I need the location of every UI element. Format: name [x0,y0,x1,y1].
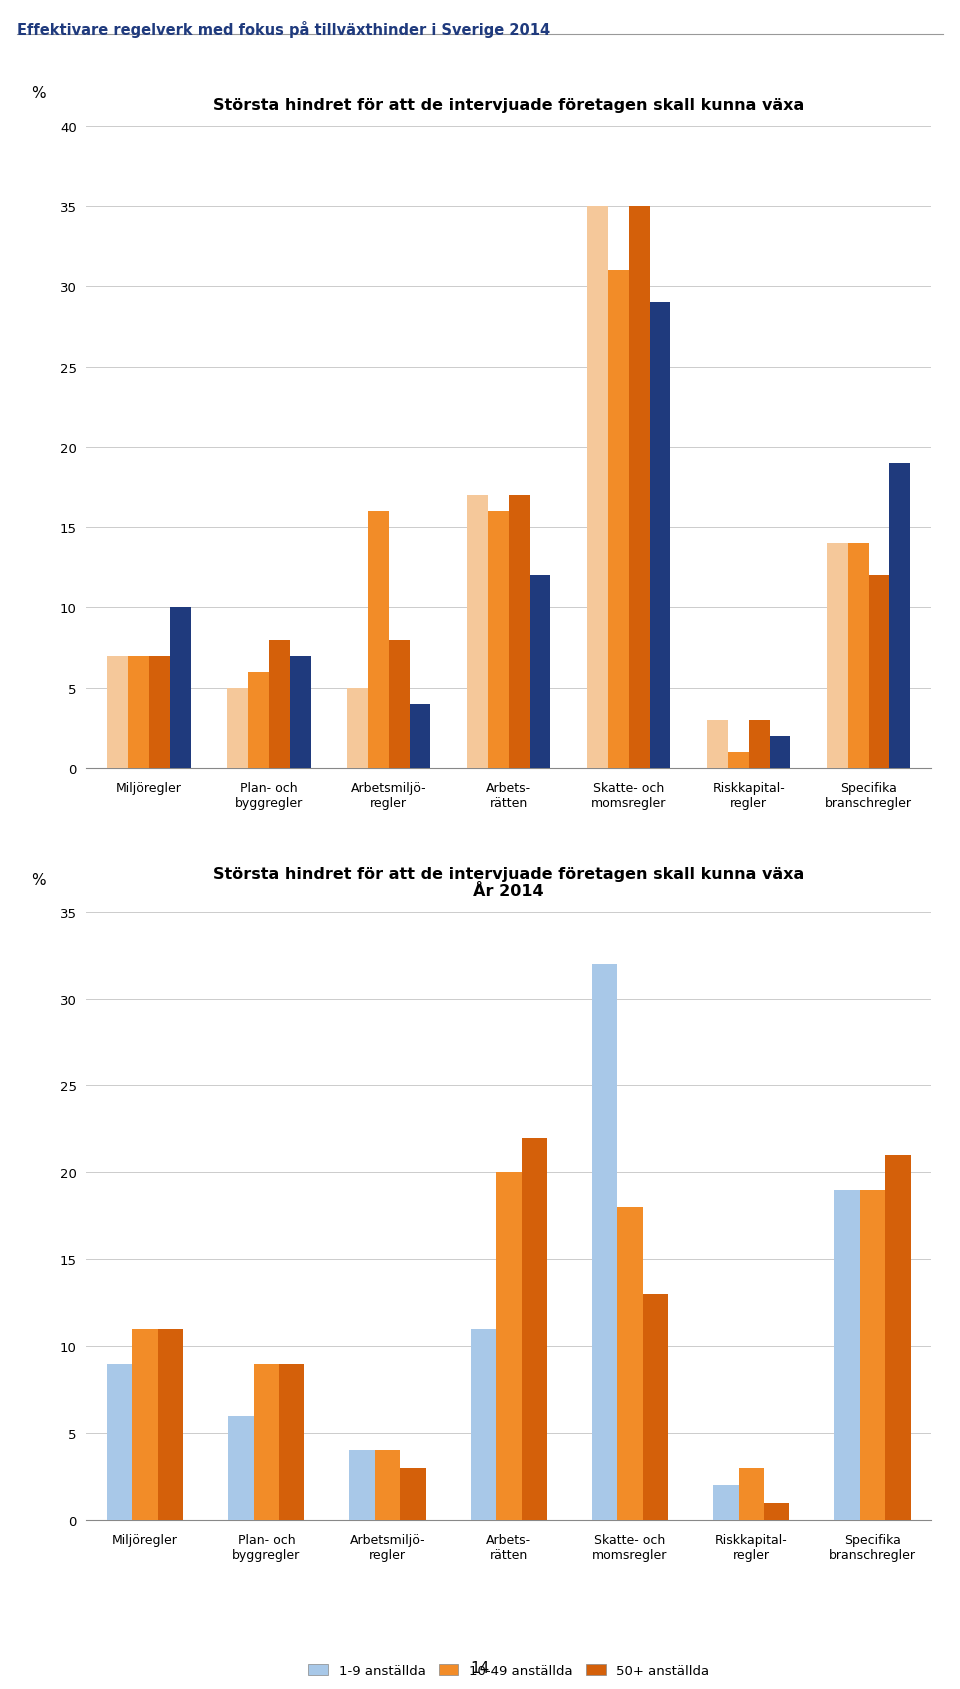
Bar [468,495,488,768]
Legend: 1-9 anställda, 10-49 anställda, 50+ anställda: 1-9 anställda, 10-49 anställda, 50+ anst… [304,1660,713,1681]
Bar [496,1172,521,1520]
Bar [629,206,650,768]
Bar [617,1208,643,1520]
Bar [643,1294,668,1520]
Bar [269,640,290,768]
Bar [521,1138,547,1520]
Bar [509,495,530,768]
Bar [228,689,248,768]
Bar [279,1363,304,1520]
Bar [728,752,749,768]
Bar [400,1468,425,1520]
Text: %: % [32,873,46,888]
Bar [860,1191,885,1520]
Bar [128,655,149,768]
Text: %: % [32,86,46,101]
Bar [890,463,910,768]
Bar [708,720,728,768]
Bar [108,655,128,768]
Bar [713,1485,738,1520]
Bar [749,720,770,768]
Bar [530,576,550,768]
Text: Effektivare regelverk med fokus på tillväxthinder i Sverige 2014: Effektivare regelverk med fokus på tillv… [17,20,550,39]
Bar [157,1329,183,1520]
Bar [389,640,410,768]
Bar [132,1329,157,1520]
Bar [349,1451,374,1520]
Bar [834,1191,860,1520]
Bar [253,1363,279,1520]
Bar [869,576,890,768]
Bar [348,689,368,768]
Bar [228,1415,253,1520]
Bar [764,1503,789,1520]
Bar [290,655,310,768]
Bar [368,512,389,768]
Bar [770,736,790,768]
Bar [848,544,869,768]
Bar [488,512,509,768]
Bar [588,206,608,768]
Legend: Oktober 2010, November 2011, December 2012, Mars/april 2014: Oktober 2010, November 2011, December 20… [219,917,799,937]
Bar [410,704,430,768]
Bar [149,655,170,768]
Bar [470,1329,496,1520]
Bar [608,270,629,768]
Bar [592,964,617,1520]
Bar [374,1451,400,1520]
Bar [738,1468,764,1520]
Title: Största hindret för att de intervjuade företagen skall kunna växa
År 2014: Största hindret för att de intervjuade f… [213,866,804,899]
Bar [107,1363,132,1520]
Bar [248,672,269,768]
Bar [170,608,191,768]
Text: 14: 14 [470,1660,490,1675]
Bar [827,544,848,768]
Title: Största hindret för att de intervjuade företagen skall kunna växa: Största hindret för att de intervjuade f… [213,98,804,113]
Bar [650,302,670,768]
Bar [885,1155,911,1520]
